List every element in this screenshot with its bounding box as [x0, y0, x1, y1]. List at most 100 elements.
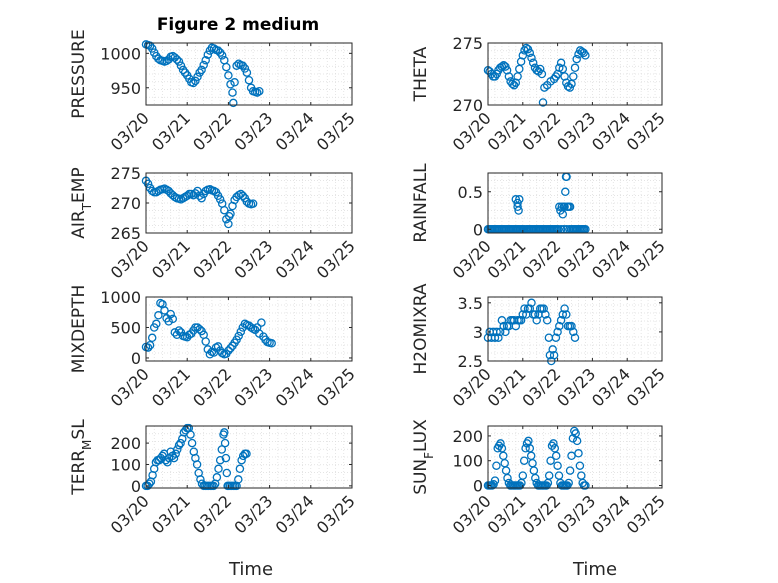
data-point — [519, 456, 529, 465]
x-tick-label: 03/24 — [588, 491, 634, 537]
data-point — [499, 321, 508, 331]
y-tick-label: 270 — [452, 96, 483, 115]
data-point — [154, 311, 163, 320]
data-point — [564, 478, 573, 488]
data-point — [503, 473, 512, 483]
data-point — [531, 473, 540, 483]
x-tick-label: 03/20 — [449, 108, 495, 154]
data-point — [224, 71, 233, 80]
data-point — [555, 202, 564, 212]
data-point — [171, 449, 180, 459]
x-tick-label: 03/21 — [148, 236, 194, 282]
y-tick-label: 500 — [110, 318, 141, 337]
data-point — [572, 54, 581, 64]
data-point — [191, 76, 200, 86]
data-point — [191, 189, 200, 198]
data-point — [189, 78, 198, 88]
data-point — [562, 310, 571, 319]
data-point — [174, 57, 184, 66]
data-point — [240, 64, 250, 73]
x-tick-label: 03/24 — [272, 491, 318, 537]
data-point — [570, 333, 580, 342]
data-point — [558, 310, 568, 319]
data-point — [572, 436, 582, 446]
y-tick-label: 100 — [110, 455, 141, 474]
x-tick-label: 03/25 — [313, 491, 359, 537]
axes-box — [145, 425, 353, 489]
y-tick-label: 0 — [473, 477, 483, 496]
data-point — [565, 202, 575, 212]
data-point — [230, 78, 239, 87]
data-point — [217, 445, 227, 454]
data-point — [581, 51, 590, 60]
data-point — [558, 64, 568, 74]
data-point — [176, 61, 186, 70]
data-point — [226, 343, 235, 353]
x-tick-label: 03/20 — [449, 491, 495, 537]
y-axis-label: MIXDEPTH — [69, 285, 89, 374]
data-point — [195, 191, 204, 201]
data-point — [160, 306, 169, 315]
x-tick-label: 03/23 — [230, 491, 276, 537]
x-tick-label: 03/22 — [518, 491, 564, 537]
data-point — [217, 51, 227, 60]
data-point — [496, 439, 505, 448]
y-tick-label: 0 — [473, 220, 483, 239]
x-tick-label: 03/23 — [230, 364, 276, 410]
x-tick-label: 03/22 — [518, 236, 564, 282]
data-point — [244, 75, 254, 85]
x-tick-label: 03/24 — [272, 236, 318, 282]
x-tick-label: 03/21 — [148, 108, 194, 154]
y-tick-label: 200 — [452, 427, 483, 446]
data-point — [173, 445, 182, 454]
data-point — [257, 318, 266, 327]
x-tick-label: 03/25 — [623, 491, 669, 537]
x-tick-label: 03/25 — [623, 364, 669, 410]
data-point — [544, 471, 554, 480]
y-tick-label: 0 — [131, 349, 141, 368]
grid-lines — [488, 173, 662, 233]
y-axis-label: TERRMSL — [69, 419, 94, 496]
data-point — [248, 199, 258, 208]
data-point — [147, 333, 157, 343]
data-point — [229, 98, 238, 108]
data-point — [192, 460, 202, 469]
data-point — [168, 314, 178, 324]
x-tick-label: 03/22 — [189, 236, 235, 282]
data-point — [237, 455, 246, 465]
x-tick-label: 03/22 — [189, 364, 235, 410]
data-point — [538, 98, 548, 107]
data-point — [187, 438, 197, 448]
data-point — [574, 449, 583, 458]
x-tick-label: 03/23 — [553, 108, 599, 154]
data-point — [212, 473, 222, 482]
x-tick-label: 03/22 — [189, 108, 235, 154]
data-point — [494, 333, 503, 342]
data-point — [541, 310, 550, 319]
y-axis-label: H2OMIXRA — [411, 283, 431, 374]
data-point — [551, 451, 561, 461]
x-tick-label: 03/20 — [107, 364, 153, 410]
data-point — [228, 88, 237, 97]
data-point — [143, 179, 153, 189]
data-point — [490, 333, 500, 342]
data-series — [141, 40, 264, 108]
axes-box — [487, 425, 663, 489]
data-point — [213, 46, 223, 55]
x-tick-label: 03/21 — [484, 108, 530, 154]
grid-lines — [488, 297, 662, 361]
y-tick-label: 0.5 — [458, 183, 483, 202]
x-tick-label: 03/25 — [623, 236, 669, 282]
x-tick-label: 03/23 — [553, 364, 599, 410]
data-point — [213, 342, 223, 351]
data-point — [267, 339, 276, 348]
y-tick-label: 3 — [473, 323, 483, 342]
data-point — [528, 58, 538, 68]
x-tick-label: 03/24 — [588, 364, 634, 410]
axes-box — [145, 296, 353, 362]
